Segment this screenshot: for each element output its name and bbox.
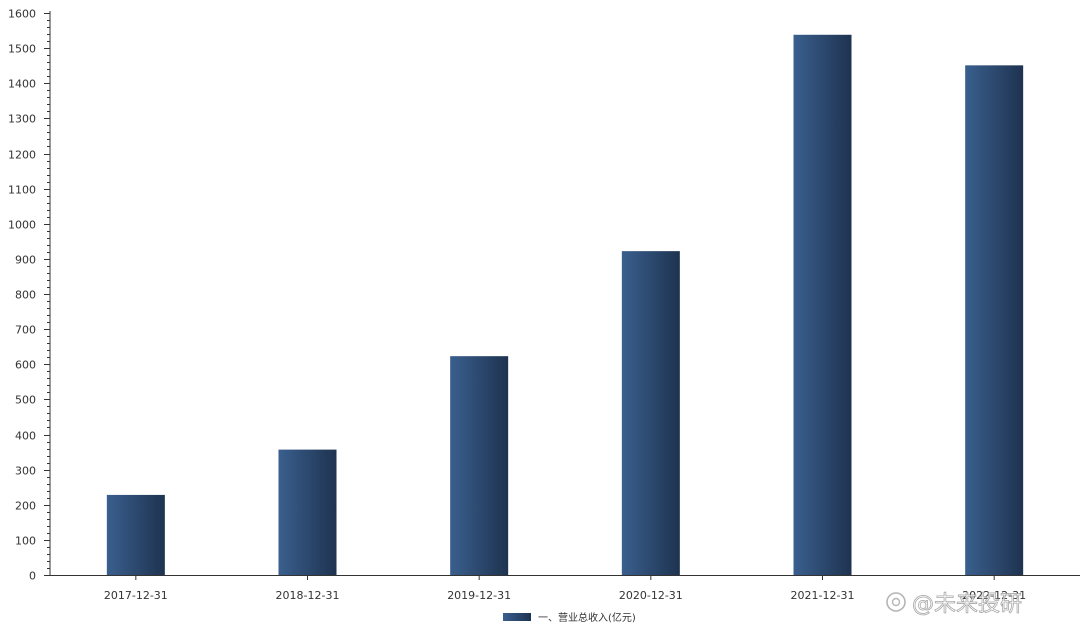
watermark-text: @未来投研: [912, 592, 1022, 617]
y-tick-label: 1500: [8, 43, 36, 56]
y-tick-label: 1400: [8, 78, 36, 91]
x-tick-label: 2020-12-31: [619, 589, 683, 602]
bar[interactable]: [793, 34, 852, 575]
y-axis: 0 100 200 300 400 500 600 700 800 900 1000 1100 1200…: [8, 8, 51, 583]
y-tick-label: 700: [15, 324, 36, 337]
legend[interactable]: 一、营业总收入(亿元): [503, 611, 636, 624]
y-tick-label: 600: [15, 359, 36, 372]
bar[interactable]: [621, 251, 680, 575]
bar[interactable]: [278, 449, 337, 575]
y-tick-label: 1100: [8, 184, 36, 197]
y-tick-label: 500: [15, 394, 36, 407]
x-tick-label: 2022-12-31: [962, 589, 1026, 602]
x-axis: 2017-12-31 2018-12-31 2019-12-31 2020-12-31…: [50, 575, 1080, 602]
y-tick-label: 200: [15, 500, 36, 513]
x-tick-label: 2021-12-31: [791, 589, 855, 602]
y-tick-label: 1300: [8, 113, 36, 126]
y-tick-label: 100: [15, 535, 36, 548]
y-tick-label: 0: [29, 570, 36, 583]
bar[interactable]: [450, 356, 509, 575]
y-tick-label: 1000: [8, 219, 36, 232]
camera-icon: [886, 592, 906, 612]
x-tick-label: 2019-12-31: [447, 589, 511, 602]
y-tick-label: 900: [15, 254, 36, 267]
legend-swatch[interactable]: [503, 613, 531, 621]
y-tick-label: 1200: [8, 149, 36, 162]
bars: [106, 34, 1024, 576]
bar[interactable]: [106, 494, 165, 575]
watermark: @未来投研: [886, 592, 1022, 617]
y-tick-label: 400: [15, 430, 36, 443]
bar[interactable]: [965, 65, 1024, 576]
legend-label[interactable]: 一、营业总收入(亿元): [538, 611, 636, 624]
y-tick-label: 300: [15, 465, 36, 478]
y-tick-label: 800: [15, 289, 36, 302]
x-tick-label: 2018-12-31: [276, 589, 340, 602]
y-tick-label: 1600: [8, 8, 36, 21]
x-tick-label: 2017-12-31: [104, 589, 168, 602]
